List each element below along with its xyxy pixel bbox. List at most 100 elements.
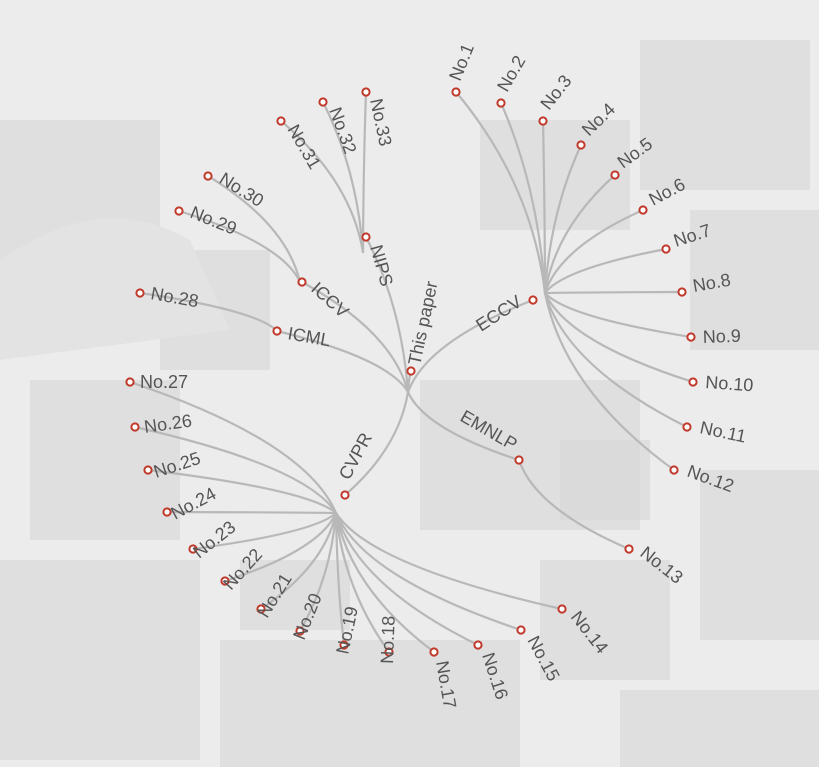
label-v-icml: ICML	[286, 323, 332, 350]
label-no-12: No.12	[685, 461, 737, 496]
label-no-26: No.26	[143, 410, 193, 436]
edge-v-nips	[364, 235, 410, 394]
node-v-nips	[361, 232, 371, 242]
edge-no-26	[133, 425, 338, 515]
edge-no-24	[165, 510, 338, 515]
node-no-12	[669, 465, 679, 475]
edge-no-25	[146, 468, 338, 515]
node-no-21	[256, 604, 266, 614]
label-no-9: No.9	[702, 326, 741, 347]
label-no-33: No.33	[366, 97, 396, 148]
node-v-emnlp	[514, 455, 524, 465]
node-root	[406, 366, 416, 376]
node-v-cvpr	[340, 490, 350, 500]
edge-v-cvpr	[343, 390, 410, 497]
edge-v-icml	[275, 329, 410, 394]
label-no-4: No.4	[578, 99, 619, 140]
node-no-9	[686, 332, 696, 342]
node-no-19	[339, 640, 349, 650]
label-no-27: No.27	[140, 372, 188, 392]
edge-no-4	[543, 143, 583, 295]
node-no-26	[130, 422, 140, 432]
edge-no-12	[543, 291, 676, 472]
node-no-17	[429, 647, 439, 657]
node-no-13	[624, 544, 634, 554]
node-no-3	[538, 116, 548, 126]
label-no-11: No.11	[698, 417, 748, 446]
node-no-25	[143, 465, 153, 475]
label-no-15: No.15	[523, 632, 563, 684]
edge-v-iccv	[300, 280, 410, 394]
label-no-30: No.30	[216, 168, 267, 210]
node-no-8	[677, 287, 687, 297]
node-no-28	[135, 288, 145, 298]
edge-no-2	[499, 101, 547, 295]
label-no-21: No.21	[253, 570, 295, 621]
node-no-5	[610, 170, 620, 180]
label-no-2: No.2	[493, 52, 529, 95]
edge-no-30	[206, 174, 302, 284]
label-no-23: No.23	[189, 517, 239, 562]
node-no-1	[451, 87, 461, 97]
label-no-3: No.3	[536, 71, 575, 113]
edge-no-14	[334, 511, 564, 611]
edge-no-16	[334, 511, 480, 647]
edge-no-18	[334, 511, 391, 654]
node-no-18	[384, 647, 394, 657]
edge-no-8	[543, 290, 684, 295]
edge-no-6	[543, 208, 645, 295]
node-no-4	[576, 140, 586, 150]
label-no-31: No.31	[284, 121, 325, 173]
edge-v-eccv	[406, 298, 535, 394]
node-no-20	[295, 626, 305, 636]
label-no-8: No.8	[691, 270, 732, 296]
label-no-14: No.14	[567, 607, 612, 657]
edge-v-emnlp	[406, 390, 521, 462]
edge-no-33	[361, 90, 368, 254]
node-no-29	[174, 206, 184, 216]
node-no-33	[361, 87, 371, 97]
node-no-31	[276, 116, 286, 126]
label-no-24: No.24	[167, 483, 219, 523]
edge-no-32	[321, 100, 365, 254]
label-no-7: No.7	[671, 220, 713, 251]
node-no-23	[188, 544, 198, 554]
edge-layer	[128, 90, 695, 654]
edge-no-1	[454, 90, 547, 295]
node-no-6	[638, 205, 648, 215]
node-no-27	[125, 377, 135, 387]
edge-no-21	[259, 511, 338, 611]
label-v-emnlp: EMNLP	[457, 406, 521, 454]
node-no-7	[661, 244, 671, 254]
node-no-10	[688, 377, 698, 387]
label-no-19: No.19	[332, 605, 362, 656]
node-no-22	[220, 576, 230, 586]
label-no-29: No.29	[188, 202, 240, 239]
edge-no-3	[541, 119, 547, 295]
node-no-32	[318, 97, 328, 107]
edge-no-10	[543, 291, 695, 384]
edge-no-13	[517, 458, 631, 551]
node-v-iccv	[297, 277, 307, 287]
node-no-24	[162, 507, 172, 517]
label-no-1: No.1	[445, 41, 478, 84]
node-no-11	[682, 422, 692, 432]
edge-no-9	[543, 291, 693, 339]
label-v-nips: NIPS	[366, 243, 397, 289]
edge-no-17	[334, 511, 436, 654]
edge-no-23	[191, 511, 338, 551]
node-no-30	[203, 171, 213, 181]
edge-no-19	[334, 511, 346, 647]
label-no-20: No.20	[289, 590, 326, 642]
label-no-16: No.16	[478, 650, 512, 702]
edge-no-11	[543, 291, 689, 429]
label-no-18: No.18	[377, 615, 399, 664]
edge-no-7	[543, 247, 668, 295]
edge-no-20	[298, 511, 338, 633]
edge-no-28	[138, 291, 279, 333]
label-no-6: No.6	[645, 174, 688, 210]
